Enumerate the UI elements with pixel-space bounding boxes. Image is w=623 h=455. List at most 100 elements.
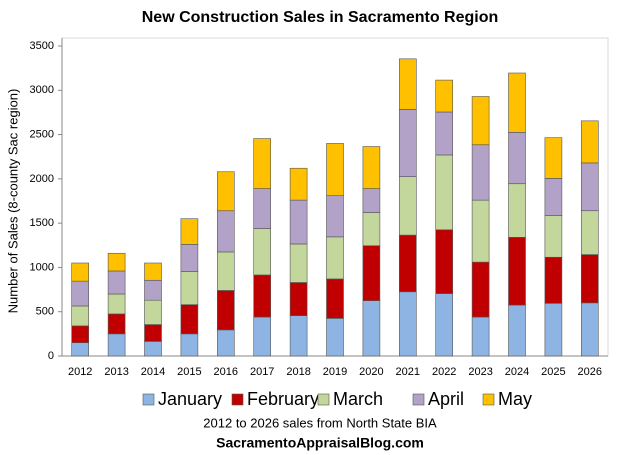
legend-label: March	[333, 389, 383, 409]
y-tick-label: 0	[48, 350, 54, 362]
bar-segment	[180, 304, 199, 335]
x-tick-label: 2024	[505, 366, 529, 378]
x-tick-label: 2023	[468, 366, 492, 378]
legend-swatch	[482, 393, 495, 406]
bar-segment	[435, 229, 454, 294]
bar-segment	[435, 154, 454, 231]
legend-label: April	[428, 389, 464, 409]
bar-segment	[362, 146, 381, 189]
bar-segment	[144, 279, 162, 301]
bar-segment	[71, 325, 89, 344]
bar-segment	[508, 183, 526, 238]
bar-segment	[471, 316, 490, 357]
x-tick-label: 2021	[396, 366, 420, 378]
bar-segment	[471, 261, 490, 318]
bar-segment	[180, 218, 199, 245]
x-tick-label: 2018	[286, 366, 310, 378]
bar-segment	[362, 212, 381, 247]
bar-segment	[435, 293, 454, 357]
bar-segment	[471, 199, 490, 263]
bar-segment	[217, 290, 235, 331]
bar-segment	[544, 215, 563, 258]
bar-segment	[362, 188, 381, 213]
legend-label: January	[158, 389, 222, 409]
bar-segment	[253, 138, 271, 189]
y-tick-label: 3000	[30, 84, 54, 96]
y-axis-label: Number of Sales (8-county Sac region)	[5, 89, 20, 314]
bar-segment	[508, 237, 526, 306]
bar-segment	[289, 282, 308, 317]
bar-segment	[435, 79, 454, 113]
bar-segment	[107, 293, 126, 315]
y-tick-label: 1500	[30, 217, 54, 229]
bar-segment	[180, 271, 199, 305]
bar-segment	[289, 167, 308, 201]
x-tick-label: 2022	[432, 366, 456, 378]
x-tick-label: 2015	[177, 366, 201, 378]
bar-segment	[289, 243, 308, 283]
source: SacramentoAppraisalBlog.com	[216, 435, 424, 451]
bar-segment	[398, 291, 417, 357]
bar-segment	[580, 120, 599, 164]
bar-segment	[326, 278, 344, 319]
x-tick-label: 2017	[250, 366, 274, 378]
bar-segment	[508, 132, 526, 185]
legend-swatch	[231, 393, 244, 406]
legend-swatch	[412, 393, 425, 406]
x-tick-label: 2013	[104, 366, 128, 378]
bar-segment	[217, 210, 235, 253]
bar-segment	[398, 58, 417, 110]
x-tick-label: 2025	[541, 366, 565, 378]
bar-segment	[508, 72, 526, 133]
bar-segment	[144, 262, 162, 281]
bar-segment	[253, 274, 271, 318]
x-tick-label: 2026	[578, 366, 602, 378]
x-tick-label: 2012	[68, 366, 92, 378]
x-tick-label: 2020	[359, 366, 383, 378]
bar-segment	[107, 252, 126, 272]
bar-segment	[289, 315, 308, 357]
bar-segment	[326, 195, 344, 238]
bar-segment	[180, 244, 199, 272]
bar-segment	[326, 318, 344, 357]
bar-segment	[544, 137, 563, 179]
legend-label: May	[498, 389, 532, 409]
footnote: 2012 to 2026 sales from North State BIA	[203, 415, 437, 430]
bar-segment	[580, 302, 599, 357]
bar-segment	[362, 300, 381, 357]
bar-segment	[253, 228, 271, 276]
bar-segment	[71, 305, 89, 327]
bar-segment	[144, 299, 162, 325]
bar-segment	[253, 316, 271, 357]
y-tick-label: 3500	[30, 40, 54, 52]
bar-segment	[253, 188, 271, 229]
legend-label: February	[247, 389, 319, 409]
x-tick-label: 2014	[141, 366, 165, 378]
bar-segment	[289, 199, 308, 245]
x-tick-label: 2016	[214, 366, 238, 378]
bar-segment	[217, 329, 235, 357]
bar-segment	[508, 304, 526, 357]
bar-segment	[580, 210, 599, 255]
bar-segment	[580, 254, 599, 304]
bar-segment	[107, 313, 126, 335]
bar-segment	[71, 262, 89, 282]
bar-segment	[180, 333, 199, 357]
y-tick-label: 500	[36, 306, 54, 318]
bar-segment	[71, 280, 89, 307]
bar-segment	[398, 234, 417, 293]
bar-segment	[544, 302, 563, 357]
bar-segment	[362, 245, 381, 301]
legend-swatch	[142, 393, 155, 406]
y-tick-label: 2500	[30, 128, 54, 140]
bar-segment	[471, 96, 490, 146]
bar-segment	[326, 236, 344, 280]
bar-segment	[580, 162, 599, 212]
bar-segment	[326, 143, 344, 196]
bar-segment	[107, 333, 126, 357]
bar-segment	[107, 270, 126, 295]
bar-segment	[144, 341, 162, 357]
bar-segment	[544, 178, 563, 216]
bar-segment	[398, 176, 417, 236]
